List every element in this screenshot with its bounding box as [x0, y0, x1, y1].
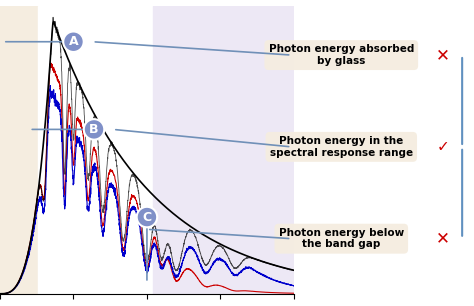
Bar	[0, 6, 38, 294]
Text: C: C	[142, 211, 152, 224]
Bar	[38, 6, 153, 294]
Text: B: B	[89, 123, 99, 136]
Text: Photon energy below
the band gap: Photon energy below the band gap	[279, 228, 404, 249]
Text: Photon energy absorbed
by glass: Photon energy absorbed by glass	[269, 44, 414, 66]
Text: ✕: ✕	[436, 46, 450, 64]
Text: ✓: ✓	[437, 139, 449, 155]
Text: Photon energy in the
spectral response range: Photon energy in the spectral response r…	[270, 136, 413, 158]
Bar	[153, 6, 294, 294]
Text: ✕: ✕	[436, 230, 450, 248]
Text: A: A	[69, 35, 78, 48]
